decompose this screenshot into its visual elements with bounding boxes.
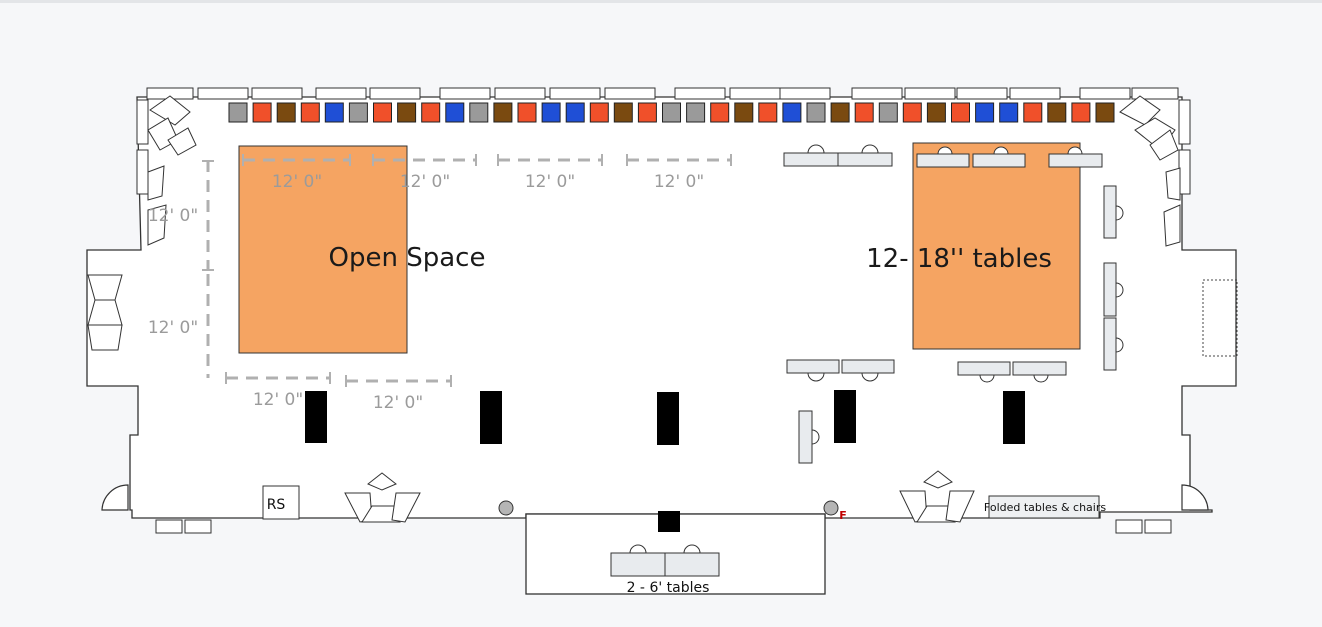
side-wall-panels <box>136 99 1191 534</box>
six-foot-tables <box>610 144 1124 577</box>
chair-gray <box>806 102 826 123</box>
tables-area <box>912 142 1081 350</box>
chair-brown <box>276 102 296 123</box>
chair-blue <box>999 102 1019 123</box>
chair-red <box>854 102 874 123</box>
window-outline <box>1202 279 1238 357</box>
pillar <box>834 390 856 443</box>
chair-blue <box>975 102 995 123</box>
pillar <box>305 391 327 443</box>
chair-brown <box>1095 102 1115 123</box>
chair-brown <box>734 102 754 123</box>
pillar <box>480 391 502 444</box>
dimension-top-2: 12' 0" <box>400 172 450 192</box>
chair-brown <box>926 102 946 123</box>
six-foot-tables-label: 2 - 6' tables <box>627 580 710 596</box>
chair-blue <box>565 102 585 123</box>
folded-tables-box <box>988 495 1100 519</box>
pillar <box>658 511 680 532</box>
dimension-top-1: 12' 0" <box>272 172 322 192</box>
rs-label: RS <box>267 497 286 513</box>
open-space-area <box>238 145 408 354</box>
chair-red <box>951 102 970 123</box>
dimension-bottom-2: 12' 0" <box>373 393 423 413</box>
f-label: F <box>839 509 847 522</box>
left-wall-fixture <box>87 165 167 351</box>
dimension-top-4: 12' 0" <box>654 172 704 192</box>
chair-gray <box>662 102 681 123</box>
door-left <box>101 484 129 511</box>
right-wall-fixture <box>1163 167 1181 247</box>
chair-red <box>373 102 392 123</box>
dimension-lines <box>206 158 731 383</box>
corner-fixture-top-left <box>147 95 197 156</box>
chair-red <box>710 102 730 123</box>
chair-gray <box>228 102 248 123</box>
chair-gray <box>469 102 489 123</box>
dimension-top-3: 12' 0" <box>525 172 575 192</box>
chair-red <box>300 102 320 123</box>
floor-plan: Open Space 12- 18'' tables 12' 0" 12' 0"… <box>86 87 1238 596</box>
chair-red <box>421 102 441 123</box>
top-wall-panels <box>146 87 1179 100</box>
chair-gray <box>878 102 898 123</box>
chair-red <box>902 102 922 123</box>
door-right <box>1181 484 1209 511</box>
rs-box <box>262 485 300 520</box>
circle-marker-left <box>498 500 514 516</box>
chair-red <box>589 102 609 123</box>
dimension-left-2: 12' 0" <box>148 318 198 338</box>
bottom-fixture-left <box>344 472 421 523</box>
dimension-left-1: 12' 0" <box>148 206 198 226</box>
chair-brown <box>613 102 633 123</box>
chair-row <box>228 102 1115 123</box>
chair-red <box>1071 102 1091 123</box>
chair-red <box>517 102 537 123</box>
tables-area-label: 12- 18'' tables <box>866 244 1052 274</box>
chair-gray <box>686 102 706 123</box>
chair-brown <box>830 102 850 123</box>
pillars <box>305 390 1025 532</box>
chair-red <box>252 102 272 123</box>
chair-blue <box>782 102 802 123</box>
chair-brown <box>1047 102 1067 123</box>
chair-red <box>758 102 778 123</box>
circle-marker-right <box>823 500 839 516</box>
pillar <box>1003 391 1025 444</box>
open-space-label: Open Space <box>329 243 486 273</box>
chair-red <box>637 102 657 123</box>
bottom-fixture-right <box>899 470 975 523</box>
chair-blue <box>445 102 465 123</box>
chair-blue <box>541 102 561 123</box>
dimension-bottom-1: 12' 0" <box>253 390 303 410</box>
chair-gray <box>348 102 368 123</box>
chair-brown <box>493 102 513 123</box>
folded-tables-label: Folded tables & chairs <box>984 501 1106 514</box>
chair-brown <box>397 102 417 123</box>
dimension-ticks <box>202 154 732 387</box>
corner-fixture-top-right <box>1119 95 1179 161</box>
pillar <box>657 392 679 445</box>
chair-blue <box>324 102 344 123</box>
chair-red <box>1023 102 1043 123</box>
